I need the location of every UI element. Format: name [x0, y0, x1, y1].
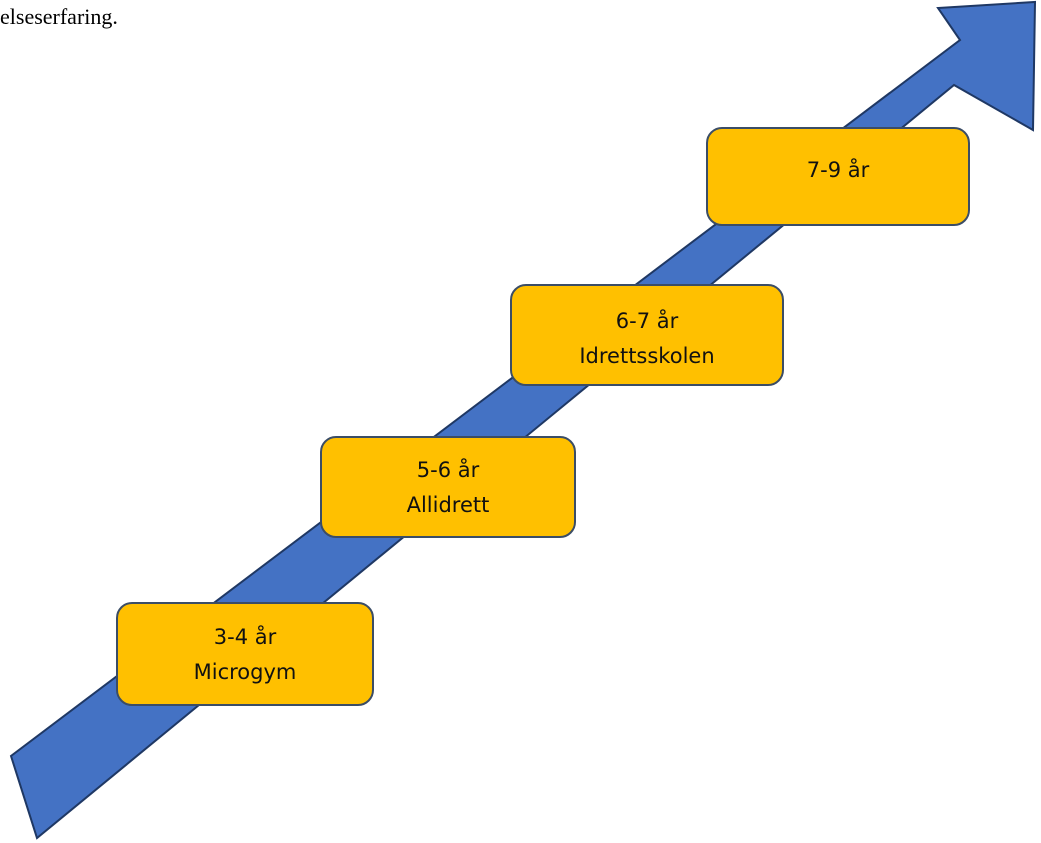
stage-name-label: Allidrett: [406, 493, 490, 517]
stage-age-label: 7-9 år: [806, 158, 870, 182]
stage-box-3-4: 3-4 år Microgym: [116, 602, 374, 706]
stage-age-label: 3-4 år: [213, 625, 277, 649]
stage-age-label: 5-6 år: [416, 458, 480, 482]
stage-box-6-7: 6-7 år Idrettsskolen: [510, 284, 784, 386]
stage-age-label: 6-7 år: [615, 309, 679, 333]
page-text-fragment: elseserfaring.: [0, 4, 118, 29]
stage-box-5-6: 5-6 år Allidrett: [320, 436, 576, 538]
stage-box-7-9: 7-9 år: [706, 127, 970, 226]
stage-name-label: Idrettsskolen: [579, 344, 715, 368]
stage-name-label: Microgym: [193, 660, 297, 684]
